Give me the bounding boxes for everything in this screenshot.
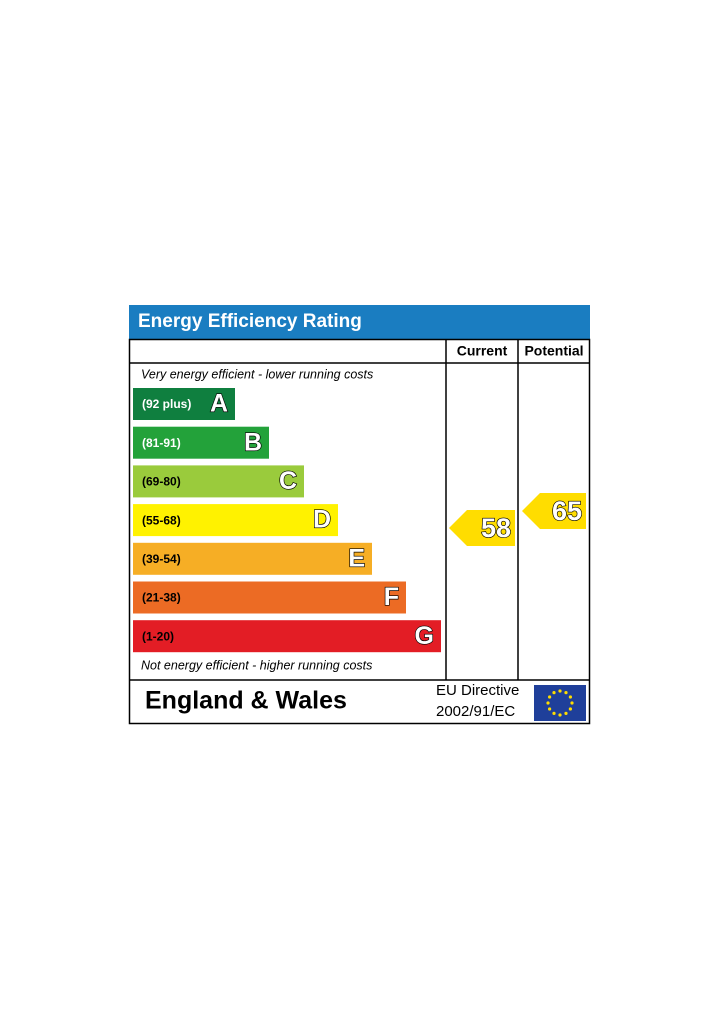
band-range: (55-68) [142, 513, 181, 527]
rating-value: 65 [552, 496, 582, 526]
band [133, 620, 441, 653]
band-letter: G [415, 622, 434, 650]
band-letter: E [348, 544, 365, 572]
star [564, 711, 568, 715]
star [548, 695, 552, 699]
star [558, 713, 562, 717]
bottom-note: Not energy efficient - higher running co… [141, 658, 372, 672]
directive: EU Directive [436, 682, 519, 699]
star [552, 691, 556, 695]
title: Energy Efficiency Rating [138, 311, 362, 332]
potential-header: Potential [524, 343, 583, 359]
star [568, 707, 572, 711]
top-note: Very energy efficient - lower running co… [141, 367, 373, 381]
band [133, 465, 304, 498]
band-range: (81-91) [142, 436, 181, 450]
band-letter: F [384, 583, 399, 611]
band [133, 426, 269, 459]
band-letter: B [244, 428, 262, 456]
band-letter: A [210, 390, 228, 418]
band-range: (21-38) [142, 591, 181, 605]
star [570, 701, 574, 705]
band [133, 504, 338, 537]
band [133, 581, 406, 614]
star [546, 701, 550, 705]
frame [128, 338, 591, 725]
directive-code: 2002/91/EC [436, 703, 515, 720]
rating-value: 58 [481, 513, 511, 543]
title-bar [129, 305, 590, 339]
band [133, 542, 372, 575]
star [564, 691, 568, 695]
band-range: (92 plus) [142, 397, 191, 411]
star [552, 711, 556, 715]
region: England & Wales [145, 687, 347, 715]
band-range: (1-20) [142, 629, 174, 643]
stars [546, 689, 574, 717]
band-letter: D [313, 506, 331, 534]
star [558, 689, 562, 693]
band [133, 388, 235, 420]
rating-arrow [449, 510, 515, 547]
band-letter: C [279, 467, 297, 495]
star [568, 695, 572, 699]
eu-flag [534, 685, 586, 721]
rating-arrow [522, 493, 586, 530]
band-range: (69-80) [142, 475, 181, 489]
star [548, 707, 552, 711]
current-header: Current [457, 343, 508, 359]
band-range: (39-54) [142, 552, 181, 566]
